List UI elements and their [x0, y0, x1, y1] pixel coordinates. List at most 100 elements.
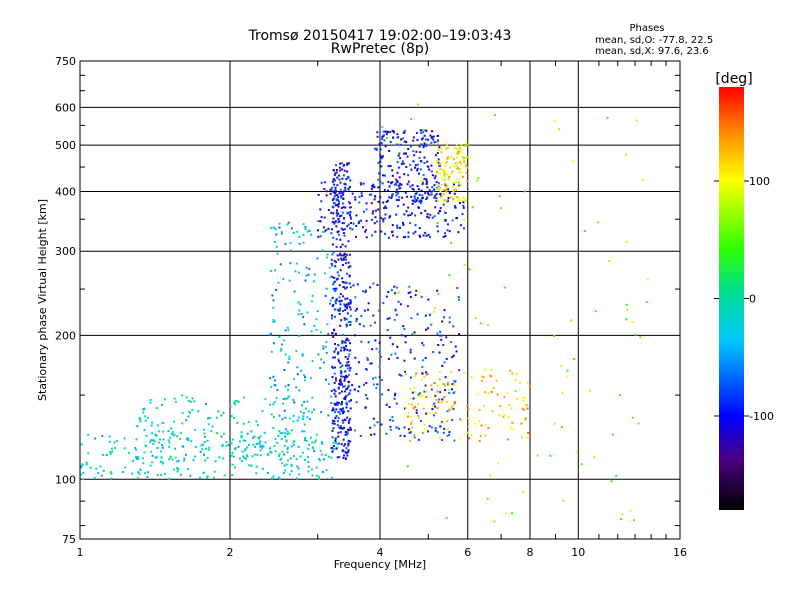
data-point [423, 134, 426, 137]
data-point [322, 226, 325, 229]
data-point [419, 151, 422, 154]
data-point [420, 189, 423, 192]
data-point [298, 242, 301, 245]
data-point [397, 300, 400, 303]
data-point [139, 469, 142, 472]
data-point [446, 434, 449, 437]
data-point [380, 157, 383, 160]
data-point [239, 440, 242, 443]
data-point [152, 443, 155, 446]
data-point [420, 138, 423, 141]
data-point [385, 136, 388, 139]
data-point [339, 425, 342, 428]
data-point [225, 441, 228, 444]
data-point [334, 186, 337, 189]
data-point [451, 356, 454, 359]
data-point [309, 377, 312, 380]
data-point [274, 384, 277, 387]
data-point [421, 394, 424, 397]
data-point [336, 194, 339, 197]
data-point [341, 449, 344, 452]
data-point [401, 196, 404, 199]
data-point [335, 164, 338, 167]
data-point [269, 450, 272, 453]
data-point [136, 477, 139, 480]
data-point [281, 461, 284, 464]
data-point [336, 184, 339, 187]
data-point [385, 295, 388, 298]
data-point [444, 182, 447, 185]
data-point [343, 182, 346, 185]
data-point [306, 416, 309, 419]
data-point [438, 378, 441, 381]
data-point [342, 206, 345, 209]
data-point [344, 370, 347, 373]
data-point [407, 291, 410, 294]
data-point [435, 192, 438, 195]
data-point [431, 135, 434, 138]
data-point [422, 137, 425, 140]
data-point [339, 349, 342, 352]
data-point [335, 238, 338, 241]
data-point [331, 243, 334, 246]
data-point [246, 455, 249, 458]
data-point [418, 145, 421, 148]
data-point [454, 206, 457, 209]
data-point [440, 162, 443, 165]
data-point [339, 362, 342, 365]
data-point [252, 443, 255, 446]
data-point [366, 368, 369, 371]
data-point [163, 472, 166, 475]
data-point [386, 199, 389, 202]
data-point [340, 257, 343, 260]
data-point [168, 477, 171, 480]
data-point [311, 446, 314, 449]
data-point [403, 407, 406, 410]
data-point [365, 219, 368, 222]
data-point [272, 342, 275, 345]
data-point [192, 459, 195, 462]
data-point [251, 436, 254, 439]
data-point [450, 341, 453, 344]
data-point [87, 452, 90, 455]
x-tick-label: 4 [377, 546, 384, 559]
data-point [343, 281, 346, 284]
data-point [324, 378, 327, 381]
data-point [346, 416, 349, 419]
data-point [442, 203, 445, 206]
data-point [285, 440, 288, 443]
data-point [490, 369, 493, 372]
data-point [142, 462, 145, 465]
data-point [393, 394, 396, 397]
data-point [346, 357, 349, 360]
data-point [341, 340, 344, 343]
data-point [414, 214, 417, 217]
data-point [445, 190, 448, 193]
data-point [376, 135, 379, 138]
data-point [333, 173, 336, 176]
data-point [440, 183, 443, 186]
data-point [315, 328, 318, 331]
data-point [439, 330, 442, 333]
data-point [396, 235, 399, 238]
data-point [594, 310, 597, 313]
data-point [222, 432, 225, 435]
data-point [347, 381, 350, 384]
data-point [433, 177, 436, 180]
data-point [349, 426, 352, 429]
data-point [349, 265, 352, 268]
data-point [282, 402, 285, 405]
data-point [411, 184, 414, 187]
data-point [427, 138, 430, 141]
data-point [354, 198, 357, 201]
data-point [342, 258, 345, 261]
data-point [409, 214, 412, 217]
data-point [287, 329, 290, 332]
data-point [417, 438, 420, 441]
data-point [430, 388, 433, 391]
data-point [374, 147, 377, 150]
data-point [334, 439, 337, 442]
data-point [220, 414, 223, 417]
data-point [340, 299, 343, 302]
data-point [292, 455, 295, 458]
